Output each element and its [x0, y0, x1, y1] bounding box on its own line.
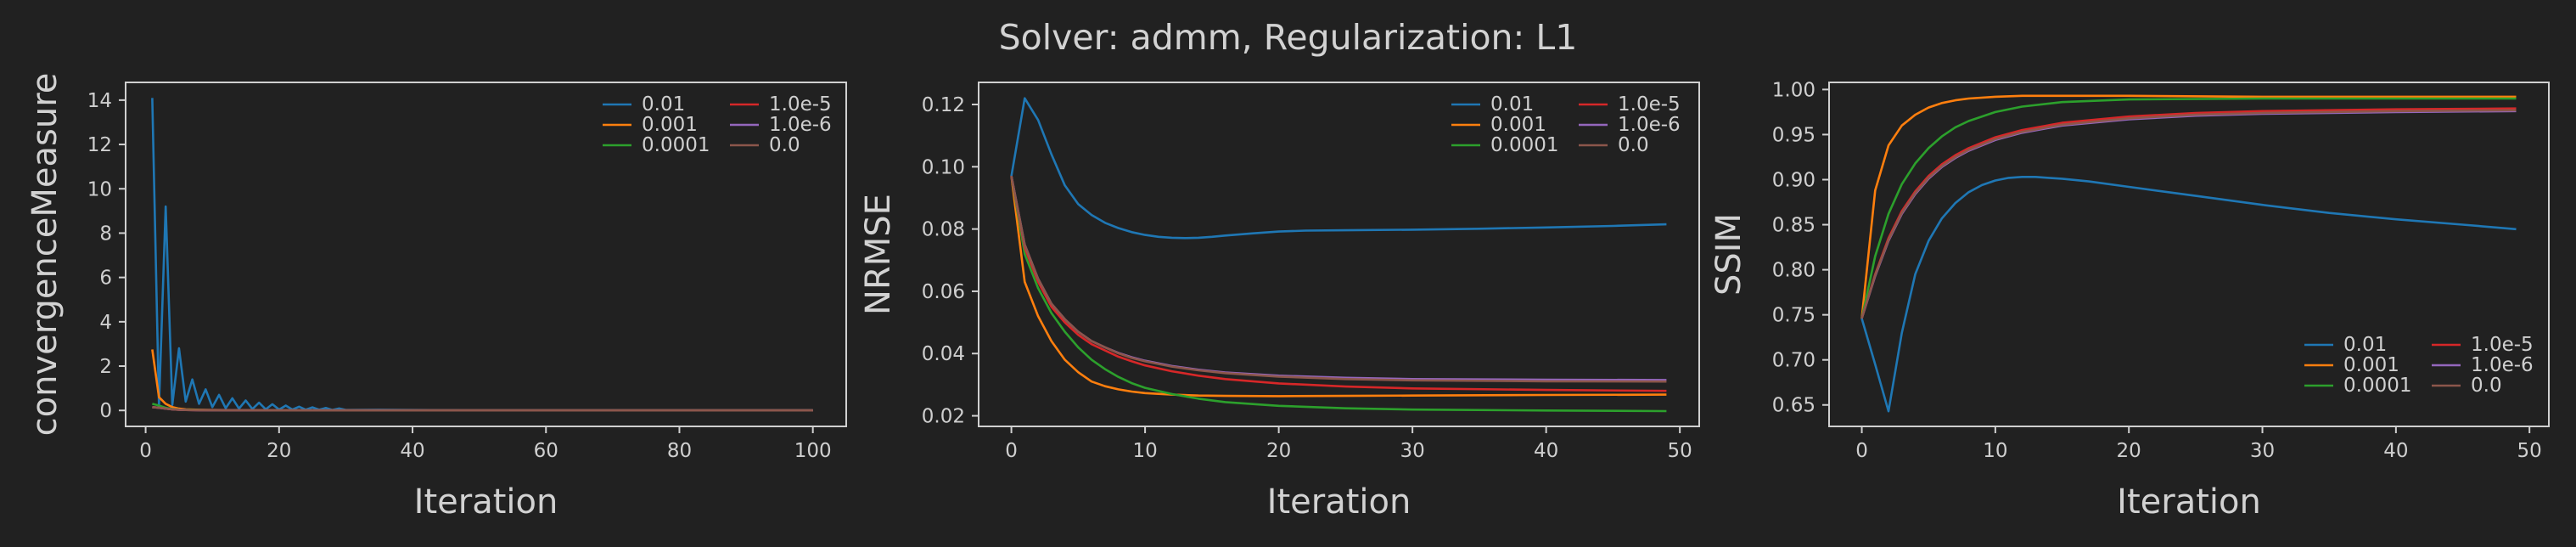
- y-axis-label: SSIM: [1709, 213, 1748, 296]
- series-group: [151, 98, 813, 412]
- x-tick-label: 40: [1534, 440, 1558, 462]
- x-tick-label: 10: [1132, 440, 1157, 462]
- y-axis-label: convergenceMeasure: [25, 73, 65, 437]
- axes-frame: [978, 82, 1700, 427]
- x-tick-label: 100: [794, 440, 832, 462]
- x-tick-label: 50: [2517, 440, 2542, 462]
- series-line-1-0e-5: [1010, 176, 1667, 392]
- y-tick-label: 0.95: [1772, 124, 1816, 146]
- legend-entry-label: 0.0001: [1490, 134, 1558, 156]
- x-tick-label: 80: [667, 440, 692, 462]
- y-tick-label: 10: [87, 178, 112, 200]
- legend-entry-label: 0.0: [2471, 375, 2502, 397]
- y-tick-label: 0.06: [922, 281, 965, 303]
- series-line-0-0: [1010, 176, 1667, 383]
- y-tick-label: 0.75: [1772, 305, 1816, 327]
- series-line-1-0e-6: [1860, 110, 2517, 319]
- x-tick-label: 0: [1005, 440, 1018, 462]
- y-tick-label: 0: [99, 400, 112, 422]
- series-line-0-0: [152, 406, 813, 412]
- y-tick-label: 0.10: [922, 156, 965, 178]
- series-line-0-01: [1860, 176, 2517, 413]
- y-tick-label: 0.02: [922, 406, 965, 428]
- y-tick-label: 0.80: [1772, 260, 1816, 282]
- chart-panel-3: 0 10 20 30 40 50 0.65 0.70 0.75 0.80 0.85 0.90 0.95 1…: [1709, 79, 2550, 522]
- y-tick-label: 8: [99, 223, 112, 245]
- x-axis-label: Iteration: [1267, 482, 1411, 522]
- legend-entry-label: 1.0e-5: [769, 93, 832, 116]
- y-tick-label: 0.70: [1772, 350, 1816, 372]
- series-line-0-001: [1010, 176, 1667, 398]
- legend-entry-label: 1.0e-6: [2471, 354, 2534, 376]
- legend-entry-label: 1.0e-5: [2471, 334, 2534, 356]
- figure-title: Solver: admm, Regularization: L1: [998, 17, 1578, 58]
- legend-entry-label: 0.001: [2343, 354, 2399, 376]
- y-tick-label: 6: [99, 268, 112, 290]
- legend-entry-label: 0.001: [1490, 114, 1546, 136]
- y-tick-label: 0.65: [1772, 395, 1816, 417]
- legend-entry-label: 0.01: [2343, 334, 2387, 356]
- y-tick-label: 0.04: [922, 343, 965, 365]
- legend-entry-label: 0.0: [769, 134, 800, 156]
- series-line-0-0: [1860, 109, 2517, 319]
- chart-panel-1: 0 20 40 60 80 100 0 2 4 6 8 10 12 14 Iteration converge…: [25, 73, 847, 522]
- y-tick-label: 14: [87, 90, 112, 112]
- legend-entry-label: 0.01: [1490, 93, 1534, 116]
- y-tick-label: 12: [87, 134, 112, 156]
- axes-frame: [1828, 82, 2550, 427]
- legend-entry-label: 0.01: [642, 93, 685, 116]
- x-tick-label: 40: [2383, 440, 2408, 462]
- x-tick-label: 0: [1855, 440, 1868, 462]
- x-tick-label: 60: [534, 440, 558, 462]
- series-group: [1010, 97, 1667, 413]
- series-group: [1860, 94, 2517, 413]
- series-line-0-001: [1860, 94, 2517, 319]
- x-axis-label: Iteration: [2117, 482, 2261, 522]
- x-tick-label: 0: [139, 440, 152, 462]
- y-tick-label: 0.85: [1772, 215, 1816, 237]
- y-tick-label: 0.12: [922, 94, 965, 116]
- legend-entry-label: 1.0e-5: [1618, 93, 1681, 116]
- x-tick-label: 10: [1983, 440, 2007, 462]
- x-tick-label: 50: [1668, 440, 1692, 462]
- y-tick-label: 2: [99, 356, 112, 378]
- series-line-1-0e-5: [1860, 107, 2517, 319]
- series-line-0-001: [151, 349, 813, 412]
- legend-entry-label: 0.0001: [2343, 375, 2411, 397]
- y-tick-label: 1.00: [1772, 79, 1816, 101]
- x-axis-label: Iteration: [414, 482, 558, 522]
- x-tick-label: 20: [1266, 440, 1291, 462]
- legend-entry-label: 1.0e-6: [769, 114, 832, 136]
- series-line-0-01: [1010, 97, 1667, 240]
- legend-entry-label: 0.0001: [642, 134, 710, 156]
- x-tick-label: 40: [400, 440, 424, 462]
- series-line-0-0001: [1860, 97, 2517, 319]
- y-tick-label: 0.90: [1772, 169, 1816, 191]
- x-tick-label: 30: [1400, 440, 1424, 462]
- legend-entry-label: 1.0e-6: [1618, 114, 1681, 136]
- legend-entry-label: 0.0: [1618, 134, 1649, 156]
- chart-panel-2: 0 10 20 30 40 50 0.02 0.04 0.06 0.08 0.10 0.12 Itera…: [859, 82, 1700, 522]
- y-tick-label: 0.08: [922, 219, 965, 241]
- series-line-0-0001: [1010, 176, 1667, 413]
- y-tick-label: 4: [99, 312, 112, 334]
- legend-entry-label: 0.001: [642, 114, 698, 136]
- x-tick-label: 20: [2117, 440, 2141, 462]
- x-tick-label: 20: [267, 440, 291, 462]
- x-tick-label: 30: [2250, 440, 2275, 462]
- y-axis-label: NRMSE: [859, 194, 898, 315]
- axes-frame: [125, 82, 847, 427]
- series-line-0-01: [151, 98, 813, 412]
